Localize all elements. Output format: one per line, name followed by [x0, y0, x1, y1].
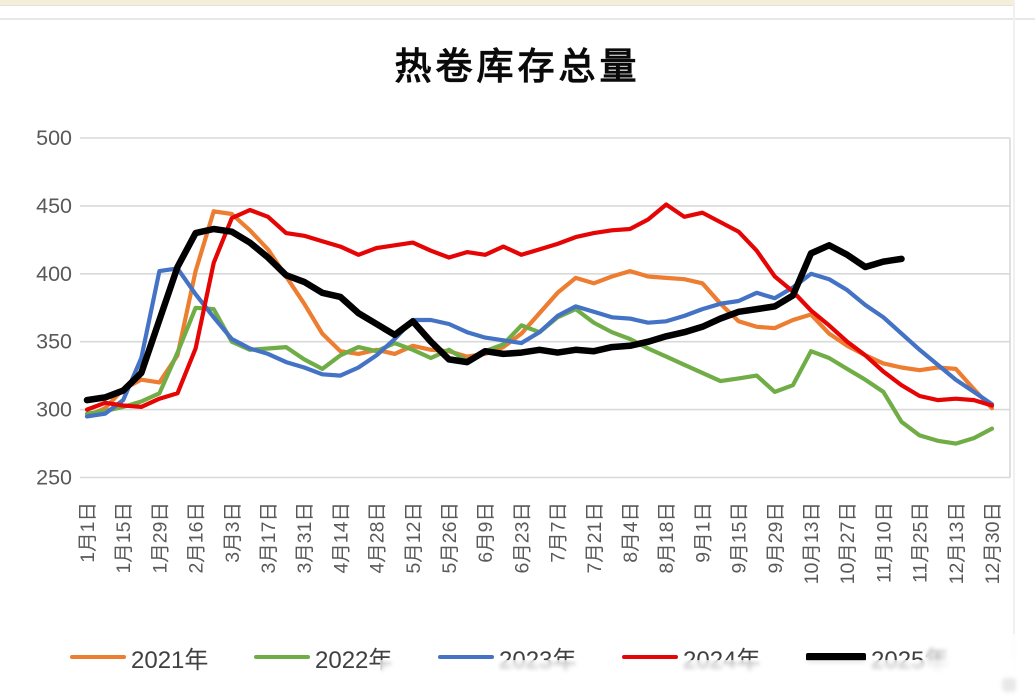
legend-line-swatch: [806, 653, 866, 661]
x-axis-tick-label: 12月13日: [946, 502, 968, 584]
series-line-2021年: [84, 209, 995, 419]
x-axis-tick-label: 7月7日: [548, 502, 570, 563]
x-axis-tick-label: 1月29日: [149, 502, 171, 574]
y-axis-tick-label: 450: [36, 194, 72, 218]
x-axis-tick-label: 6月23日: [511, 502, 533, 574]
x-axis-tick-label: 6月9日: [475, 502, 497, 563]
x-axis-tick-label: 1月15日: [113, 502, 135, 574]
x-axis-tick-label: 9月29日: [765, 502, 787, 574]
x-axis-tick-label: 8月18日: [656, 502, 678, 574]
legend-item-2023年: 2023年: [438, 641, 577, 674]
legend-line-swatch: [438, 654, 494, 660]
legend-label: 2024年: [683, 646, 761, 674]
legend-line-swatch: [622, 654, 678, 660]
y-axis-tick-label: 350: [36, 330, 72, 354]
x-axis-tick-label: 3月17日: [258, 502, 280, 574]
x-axis-tick-label: 11月25日: [910, 502, 932, 583]
legend-label: 2022年: [315, 646, 393, 674]
x-axis-tick-label: 3月31日: [294, 502, 316, 574]
x-axis-tick-label: 4月28日: [367, 502, 389, 574]
y-axis-tick-label: 250: [36, 466, 72, 490]
x-axis-tick-label: 12月30日: [982, 502, 1004, 584]
legend-label: 2025年: [871, 646, 949, 674]
x-axis-tick-label: 8月4日: [620, 502, 642, 563]
legend-label: 2023年: [499, 646, 577, 674]
x-axis-tick-label: 4月14日: [330, 502, 352, 574]
chart-legend: 2021年 2022年 2023年 2024年 2025年: [0, 641, 1035, 674]
legend-item-2025年: 2025年: [806, 641, 949, 674]
y-axis-tick-label: 300: [36, 398, 72, 422]
y-axis-tick-label: 400: [36, 262, 72, 286]
series-line-2023年: [84, 266, 995, 419]
series-line-2025年: [83, 225, 905, 404]
top-border-strip: [0, 0, 1013, 6]
x-axis-tick-label: 5月26日: [439, 502, 461, 574]
x-axis-tick-label: 9月15日: [729, 502, 751, 574]
x-axis-tick-label: 11月10日: [873, 502, 895, 583]
chart-title: 热卷库存总量: [394, 47, 641, 88]
right-edge-divider: [1013, 0, 1015, 697]
x-axis-tick-label: 10月27日: [837, 502, 859, 584]
x-axis-tick-label: 1月1日: [77, 502, 99, 563]
x-axis-tick-label: 9月1日: [692, 502, 714, 563]
legend-line-swatch: [70, 654, 126, 660]
x-axis-tick-label: 7月21日: [584, 502, 606, 574]
legend-item-2024年: 2024年: [622, 641, 761, 674]
x-axis-tick-label: 5月12日: [403, 502, 425, 574]
header-divider-line: [0, 18, 1035, 20]
y-axis-tick-label: 500: [36, 126, 72, 150]
legend-line-swatch: [254, 654, 310, 660]
series-line-2024年: [84, 202, 995, 412]
legend-item-2022年: 2022年: [254, 641, 393, 674]
x-axis-tick-label: 10月13日: [801, 502, 823, 584]
legend-label: 2021年: [131, 646, 209, 674]
x-axis-tick-label: 3月3日: [222, 502, 244, 563]
x-axis-tick-label: 2月16日: [186, 502, 208, 574]
legend-item-2021年: 2021年: [70, 641, 209, 674]
